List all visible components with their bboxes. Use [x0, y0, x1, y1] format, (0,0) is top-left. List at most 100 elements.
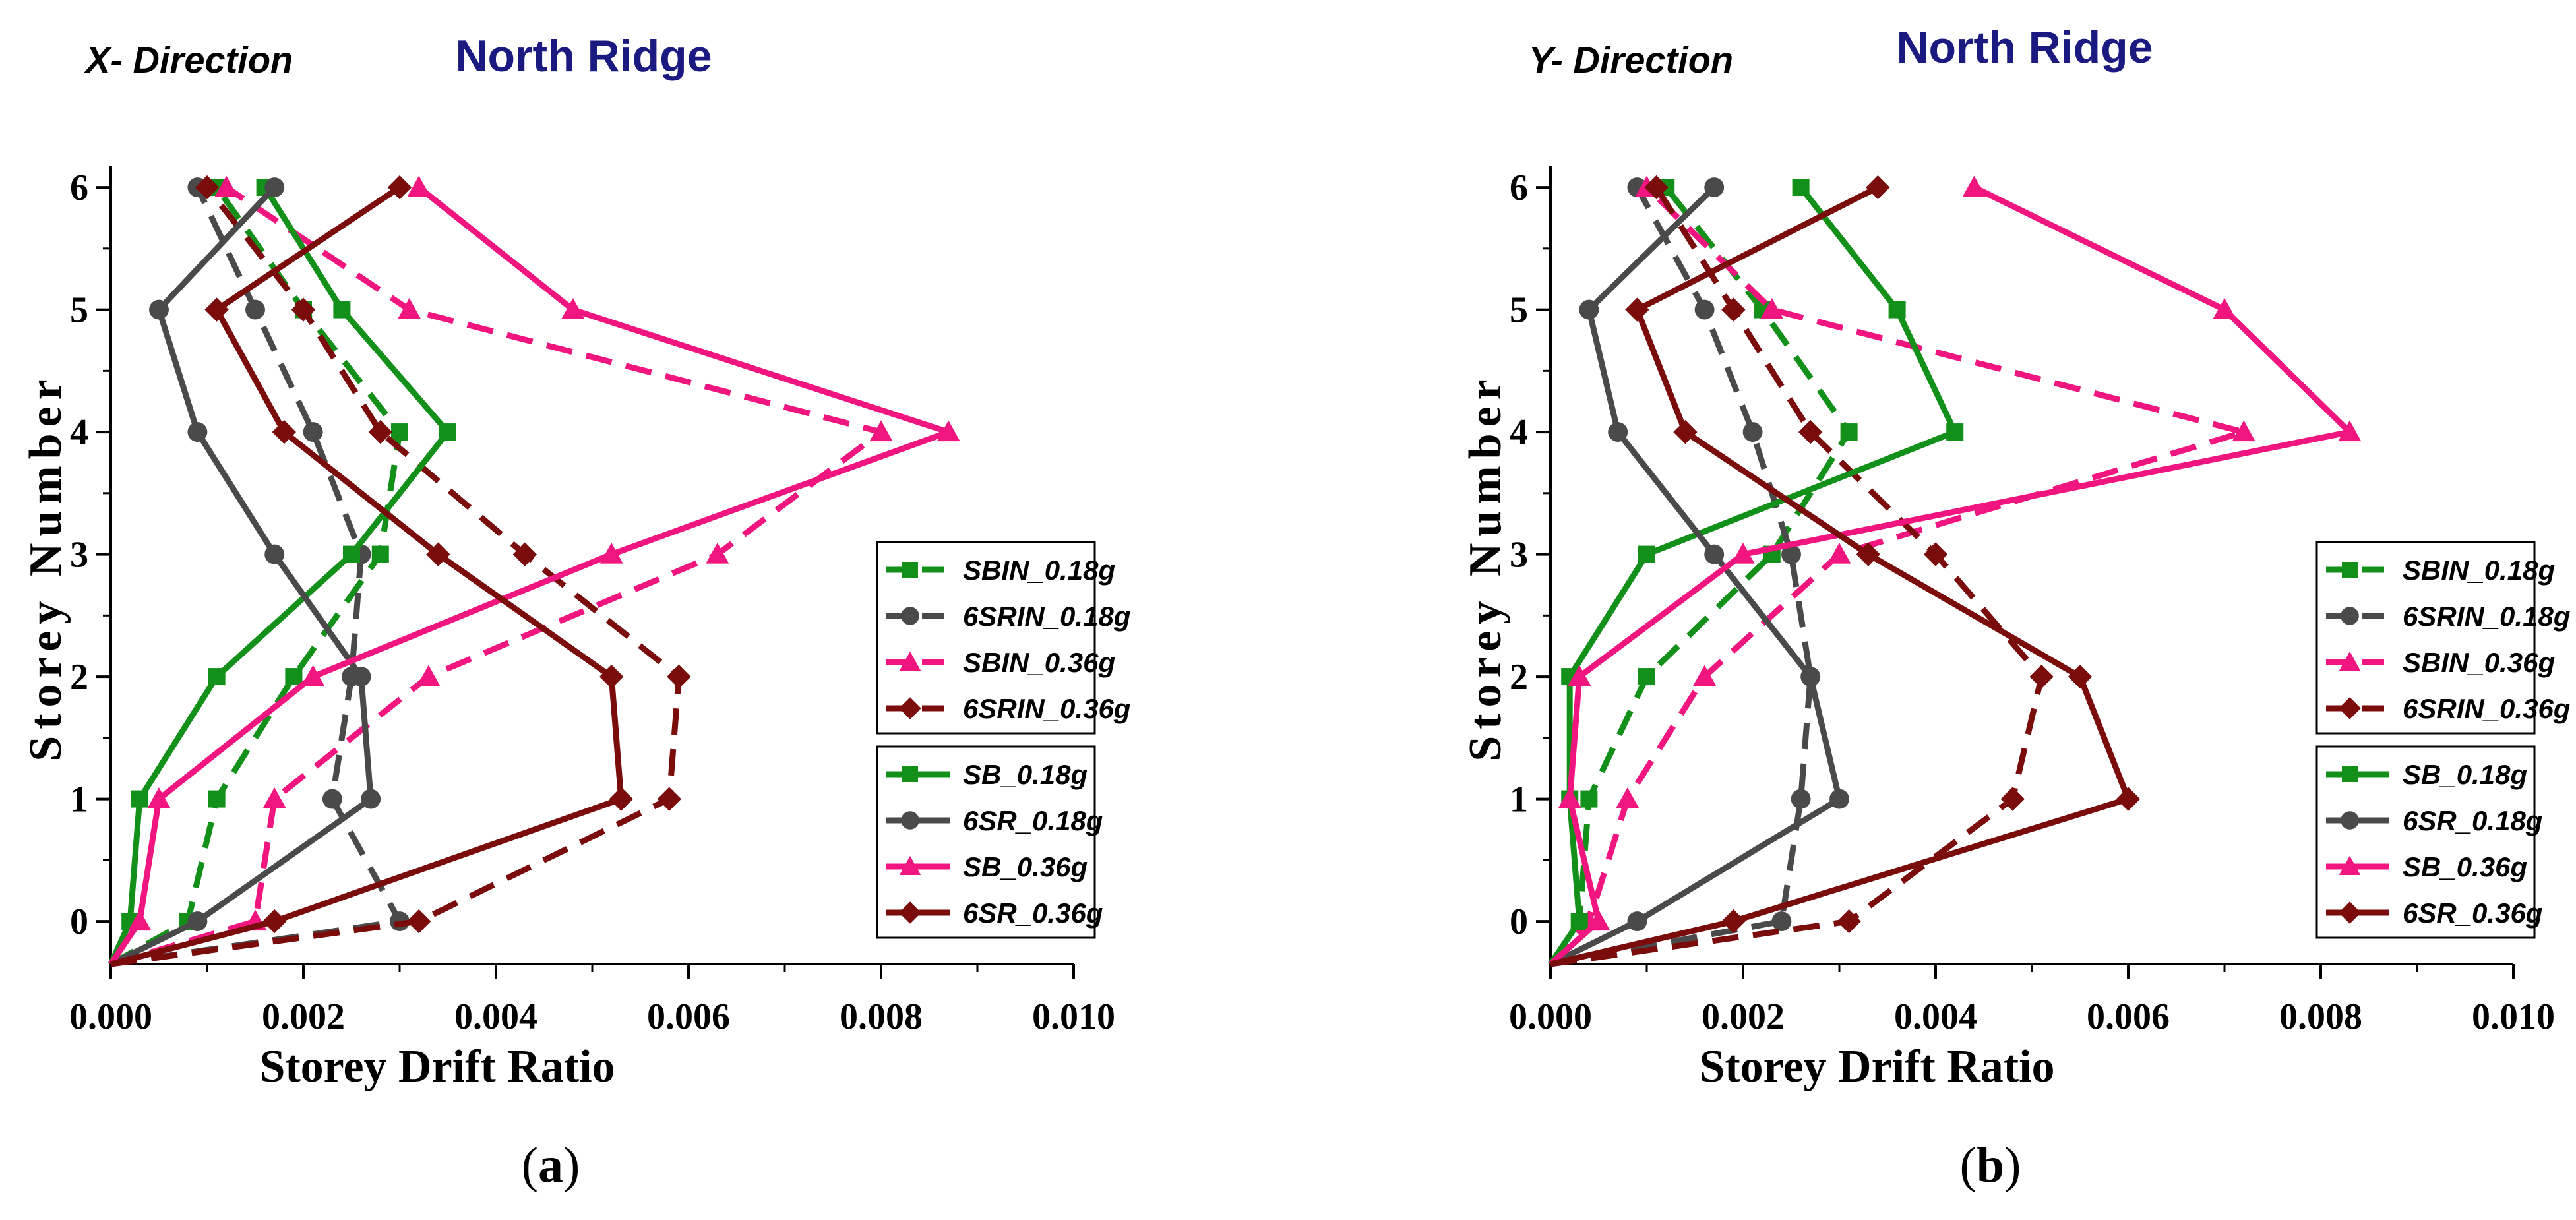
series-line — [1550, 185, 2045, 967]
legend-label: 6SR_0.36g — [963, 898, 1103, 929]
series-6SRIN_0.36g — [110, 175, 691, 967]
legend-label: 6SRIN_0.18g — [963, 601, 1130, 632]
legend-item-SBIN_0.36g: SBIN_0.36g — [2326, 647, 2555, 678]
legend-item-SBIN_0.36g: SBIN_0.36g — [886, 647, 1115, 678]
data-point — [285, 668, 303, 686]
x-tick-label: 0.004 — [454, 996, 537, 1037]
data-point — [1704, 544, 1725, 564]
y-tick-label: 6 — [1510, 168, 1528, 208]
data-point — [1721, 297, 1746, 322]
data-point — [936, 420, 960, 442]
data-point — [1568, 665, 1591, 686]
legend-item-6SR_0.18g: 6SR_0.18g — [886, 805, 1103, 836]
series-line — [107, 185, 451, 965]
y-tick-label: 1 — [1510, 779, 1528, 820]
data-point — [1827, 543, 1851, 564]
data-point — [1616, 787, 1640, 808]
legend-marker — [899, 855, 921, 875]
series-line — [109, 185, 403, 967]
data-point — [2232, 420, 2255, 442]
data-point — [1673, 419, 1698, 444]
data-point — [351, 667, 371, 687]
data-point — [2029, 664, 2054, 689]
data-point — [426, 542, 450, 566]
x-tick-label: 0.000 — [69, 996, 152, 1037]
data-point — [407, 909, 431, 934]
data-point — [371, 545, 389, 563]
series-SB_0.36g — [1549, 175, 2362, 967]
legend-item-6SRIN_0.36g: 6SRIN_0.36g — [2326, 693, 2570, 724]
data-point — [322, 789, 342, 809]
legend-item-6SR_0.36g: 6SR_0.36g — [886, 898, 1103, 929]
data-point — [195, 175, 220, 200]
data-point — [291, 297, 316, 322]
legend-item-6SRIN_0.18g: 6SRIN_0.18g — [886, 601, 1130, 632]
legend-item-SB_0.18g: SB_0.18g — [886, 759, 1088, 790]
series-6SR_0.18g — [109, 177, 381, 967]
data-point — [208, 790, 226, 808]
data-point — [1798, 419, 1823, 444]
series-6SR_0.36g — [1549, 175, 2141, 967]
data-point — [187, 911, 208, 932]
data-point — [667, 664, 691, 689]
data-point — [1837, 909, 1861, 934]
data-point — [1888, 301, 1906, 319]
y-tick-label: 4 — [70, 412, 88, 453]
series-SBIN_0.18g — [1548, 179, 1858, 966]
x-tick-label: 0.010 — [1032, 996, 1115, 1037]
series-line — [109, 185, 625, 967]
data-point — [609, 787, 633, 811]
data-point — [264, 177, 285, 198]
legend-marker — [2341, 607, 2359, 625]
legend-item-6SRIN_0.36g: 6SRIN_0.36g — [886, 693, 1130, 724]
panel-label-letter: b — [1977, 1138, 2004, 1193]
data-point — [272, 419, 296, 444]
legend-marker — [899, 651, 921, 671]
data-point — [1580, 790, 1598, 808]
legend-box-1: SBIN_0.18g 6SRIN_0.18g SBIN_0.36g 6SRIN_0.3… — [876, 541, 1130, 735]
data-point — [2116, 787, 2141, 811]
series-6SRIN_0.36g — [1550, 175, 2054, 967]
panel-label-close: ) — [2004, 1138, 2021, 1193]
data-point — [1829, 789, 1849, 809]
series-SB_0.18g — [1548, 179, 1964, 966]
series-6SR_0.18g — [1549, 177, 1849, 967]
legend-label: SB_0.18g — [963, 759, 1088, 790]
data-point — [262, 909, 287, 934]
legend-box-1: SBIN_0.18g 6SRIN_0.18g SBIN_0.36g 6SRIN_0.3… — [2315, 541, 2570, 735]
y-tick-label: 0 — [1510, 901, 1528, 942]
data-point — [1704, 177, 1725, 198]
x-tick-label: 0.008 — [2279, 996, 2362, 1037]
data-point — [1721, 909, 1746, 934]
data-point — [407, 175, 431, 197]
data-point — [208, 668, 226, 686]
y-tick-label: 5 — [70, 290, 88, 331]
data-point — [417, 665, 441, 686]
data-point — [262, 787, 286, 808]
data-point — [869, 420, 893, 442]
series-line — [1550, 185, 1814, 967]
data-point — [1638, 545, 1655, 563]
data-point — [387, 175, 412, 200]
legend-label: SB_0.18g — [2403, 759, 2527, 790]
direction-label: X- Direction — [84, 39, 293, 80]
series-SB_0.36g — [108, 175, 960, 966]
panel-label-close: ) — [563, 1138, 580, 1193]
panel-label-open: ( — [522, 1138, 538, 1193]
plot-title: North Ridge — [1896, 22, 2153, 73]
legend-marker — [2339, 651, 2361, 671]
data-point — [1627, 911, 1647, 932]
series-line — [1549, 185, 2353, 967]
y-tick-label: 2 — [70, 657, 88, 698]
data-point — [131, 790, 148, 808]
series-line — [110, 186, 403, 967]
data-point — [391, 423, 408, 441]
legend-item-6SRIN_0.18g: 6SRIN_0.18g — [2326, 601, 2570, 632]
data-point — [368, 419, 392, 444]
x-tick-label: 0.006 — [647, 996, 730, 1037]
data-point — [512, 542, 537, 566]
data-point — [1946, 423, 1964, 441]
legend-marker — [2342, 766, 2358, 782]
y-tick-label: 6 — [70, 168, 88, 208]
